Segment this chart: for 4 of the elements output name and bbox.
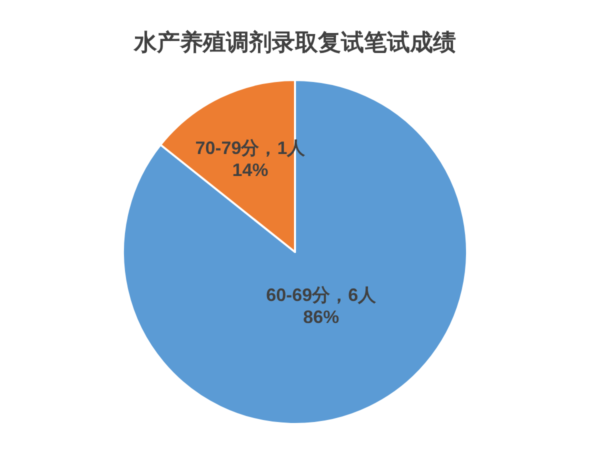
slice-label: 70-79分，1人 14% <box>195 138 306 180</box>
chart-title: 水产养殖调剂录取复试笔试成绩 <box>133 29 456 55</box>
slice-label: 60-69分，6人 86% <box>266 285 378 328</box>
pie-slice <box>122 79 468 425</box>
